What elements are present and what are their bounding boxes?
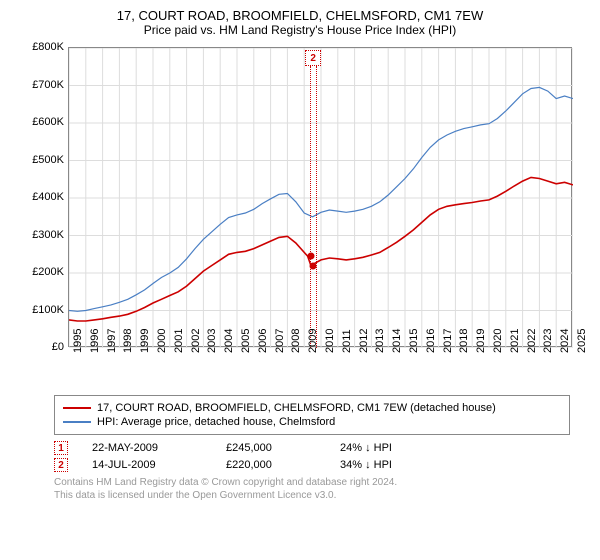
sale-vs-hpi: 24% ↓ HPI: [340, 442, 392, 454]
sale-row: 1 22-MAY-2009 £245,000 24% ↓ HPI: [54, 441, 570, 455]
attribution: Contains HM Land Registry data © Crown c…: [54, 476, 570, 502]
attribution-line: Contains HM Land Registry data © Crown c…: [54, 476, 570, 489]
sale-row: 2 14-JUL-2009 £220,000 34% ↓ HPI: [54, 458, 570, 472]
legend: 17, COURT ROAD, BROOMFIELD, CHELMSFORD, …: [54, 395, 570, 435]
sale-marker-icon: 1: [54, 441, 68, 455]
y-tick-label: £600K: [20, 116, 64, 128]
sale-price: £220,000: [226, 459, 316, 471]
sale-vs-hpi: 34% ↓ HPI: [340, 459, 392, 471]
y-tick-label: £400K: [20, 191, 64, 203]
legend-swatch-property: [63, 407, 91, 409]
legend-label: HPI: Average price, detached house, Chel…: [97, 416, 335, 428]
sale-point: [310, 262, 317, 269]
x-tick-label: 2025: [576, 329, 600, 353]
y-tick-label: £200K: [20, 266, 64, 278]
y-tick-label: £800K: [20, 41, 64, 53]
sale-marker-icon: 2: [54, 458, 68, 472]
y-tick-label: £700K: [20, 79, 64, 91]
attribution-line: This data is licensed under the Open Gov…: [54, 489, 570, 502]
sale-date: 14-JUL-2009: [92, 459, 202, 471]
legend-label: 17, COURT ROAD, BROOMFIELD, CHELMSFORD, …: [97, 402, 496, 414]
y-tick-label: £100K: [20, 304, 64, 316]
legend-item-property: 17, COURT ROAD, BROOMFIELD, CHELMSFORD, …: [63, 402, 561, 414]
plot: 2: [68, 47, 572, 347]
legend-swatch-hpi: [63, 421, 91, 423]
sale-date: 22-MAY-2009: [92, 442, 202, 454]
chart-area: £0 £100K £200K £300K £400K £500K £600K £700K £80…: [20, 41, 580, 391]
page-title: 17, COURT ROAD, BROOMFIELD, CHELMSFORD, …: [12, 8, 588, 23]
y-tick-label: £0: [20, 341, 64, 353]
y-tick-label: £300K: [20, 229, 64, 241]
annotation-line: [310, 66, 311, 348]
sale-point: [307, 253, 314, 260]
annotation-marker: 2: [305, 50, 321, 66]
legend-item-hpi: HPI: Average price, detached house, Chel…: [63, 416, 561, 428]
y-tick-label: £500K: [20, 154, 64, 166]
sale-price: £245,000: [226, 442, 316, 454]
sales-table: 1 22-MAY-2009 £245,000 24% ↓ HPI 2 14-JUL-200…: [54, 441, 570, 472]
annotation-line: [316, 66, 317, 348]
page-subtitle: Price paid vs. HM Land Registry's House …: [12, 23, 588, 37]
